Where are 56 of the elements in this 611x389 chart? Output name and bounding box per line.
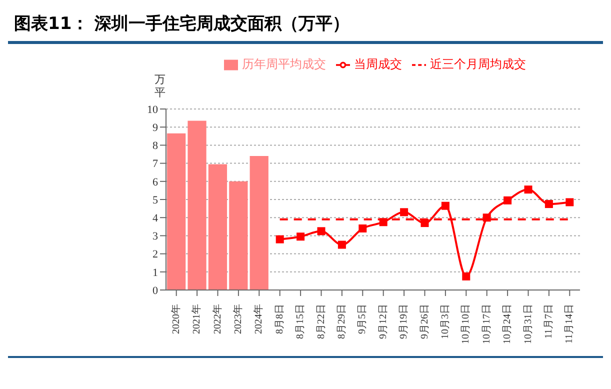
x-tick-label: 8月8日 [274,304,286,334]
point [504,196,512,204]
point [441,202,450,210]
x-tick-label: 11月14日 [564,304,576,344]
x-tick-label: 2024年 [252,304,265,334]
x-tick-label: 8月15日 [295,304,306,339]
x-tick-label: 2023年 [232,304,244,334]
chart-title: 图表11： 深圳一手住宅周成交面积（万平） [8,8,603,44]
y-tick-label: 6 [152,176,158,188]
y-tick-label: 9 [152,122,158,134]
point [338,240,346,249]
point [276,235,284,244]
y-tick-label: 0 [152,284,158,297]
x-tick-label: 10月17日 [481,304,492,344]
x-tick-label: 2021年 [190,304,203,334]
legend-label: 当周成交 [354,57,402,71]
point [544,200,553,208]
bar [167,133,186,290]
x-tick-label: 10月31日 [522,304,534,344]
point [379,218,388,226]
x-tick-label: 2022年 [211,304,224,334]
x-tick-label: 9月12日 [378,304,389,339]
y-tick-label: 1 [152,266,158,279]
x-tick-label: 10月24日 [502,304,514,344]
x-tick-label: 10月10日 [460,304,472,344]
x-tick-label: 9月26日 [419,304,430,339]
x-tick-label: 9月19日 [398,304,410,339]
point [482,214,491,222]
x-tick-label: 10月3日 [440,304,451,339]
point [566,198,574,206]
point [524,186,532,194]
bar [229,181,248,290]
y-tick-label: 5 [152,194,158,206]
legend-label: 历年周平均成交 [242,57,326,71]
x-tick-label: 8月29日 [336,304,348,339]
bar [208,164,228,290]
y-tick-label: 3 [152,230,158,243]
y-tick-label: 2 [152,248,158,261]
legend-label: 近三个月周均成交 [430,57,526,71]
x-tick-label: 9月5日 [357,304,368,334]
bar [250,156,268,290]
x-tick-label: 2020年 [170,304,182,334]
y-axis-title: 万平 [154,74,166,99]
y-tick-label: 7 [152,158,158,170]
point [317,227,326,236]
y-tick-label: 8 [152,140,158,152]
y-tick-label: 10 [147,104,158,116]
point [296,232,305,241]
x-tick-label: 8月22日 [316,304,327,339]
x-tick-label: 11月7日 [543,304,554,339]
point [400,208,408,216]
y-tick-label: 4 [152,212,158,225]
point [420,219,429,228]
point [358,224,367,232]
point [462,272,470,280]
bar [188,120,206,290]
